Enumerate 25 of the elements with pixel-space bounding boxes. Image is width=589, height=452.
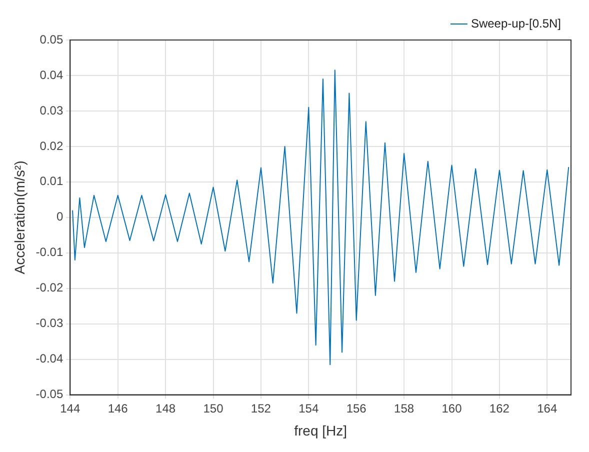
x-axis-title: freq [Hz] — [294, 422, 348, 438]
y-axis-title: Acceleration(m/s²) — [11, 160, 28, 274]
x-tick-label: 164 — [537, 401, 558, 416]
y-tick-label: -0.05 — [36, 387, 64, 402]
y-tick-label: -0.01 — [36, 245, 64, 260]
y-tick-label: 0.04 — [40, 68, 64, 82]
y-tick-label: 0.02 — [40, 138, 64, 153]
y-tick-label: -0.02 — [36, 280, 64, 295]
x-tick-label: 158 — [394, 401, 414, 416]
legend-label: Sweep-up-[0.5N] — [470, 16, 561, 30]
y-tick-label: 0.03 — [40, 103, 64, 118]
x-tick-label: 154 — [298, 401, 319, 416]
x-tick-label: 150 — [203, 401, 224, 416]
x-tick-label: 152 — [250, 401, 272, 416]
x-tick-label: 148 — [156, 401, 176, 416]
x-tick-label: 144 — [60, 401, 80, 416]
x-tick-label: 156 — [346, 401, 367, 416]
x-tick-label: 162 — [489, 401, 510, 416]
x-tick-label: 160 — [442, 401, 462, 416]
y-tick-label: -0.04 — [36, 352, 64, 366]
y-tick-label: 0 — [56, 210, 64, 224]
y-tick-label: 0.01 — [40, 174, 64, 188]
y-tick-label: 0.05 — [40, 32, 64, 46]
y-tick-label: -0.03 — [36, 316, 64, 330]
x-tick-label: 146 — [108, 401, 128, 416]
